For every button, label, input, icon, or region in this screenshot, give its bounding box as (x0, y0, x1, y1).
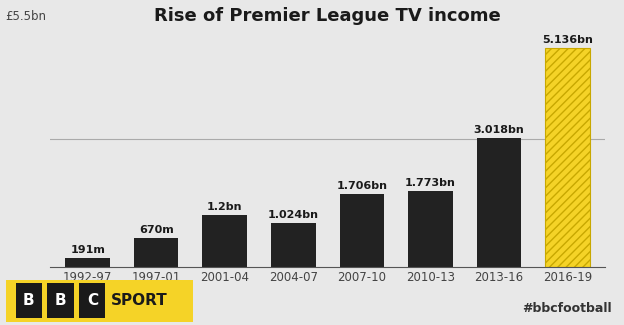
Bar (79, 283, 105, 318)
Bar (339, 194, 384, 266)
Title: Rise of Premier League TV income: Rise of Premier League TV income (154, 7, 501, 25)
Text: SPORT: SPORT (111, 293, 168, 308)
Bar (271, 223, 316, 266)
Text: #bbcfootball: #bbcfootball (522, 302, 612, 315)
Bar (545, 48, 590, 266)
Text: 1.706bn: 1.706bn (336, 180, 388, 190)
Bar (66, 258, 110, 266)
Text: £5.5bn: £5.5bn (6, 10, 47, 23)
Bar (47, 283, 74, 318)
Text: B: B (55, 293, 66, 308)
Text: C: C (87, 293, 98, 308)
Text: 5.136bn: 5.136bn (542, 34, 593, 45)
Bar (134, 238, 178, 266)
Text: B: B (23, 293, 34, 308)
Bar (202, 215, 247, 266)
Bar (408, 191, 453, 266)
Text: 191m: 191m (70, 245, 105, 255)
Text: 3.018bn: 3.018bn (474, 125, 524, 135)
Text: 1.024bn: 1.024bn (268, 210, 319, 219)
Bar (477, 138, 521, 266)
Text: 1.2bn: 1.2bn (207, 202, 243, 212)
Text: 1.773bn: 1.773bn (405, 178, 456, 188)
Text: 670m: 670m (139, 225, 173, 235)
Bar (16, 283, 42, 318)
